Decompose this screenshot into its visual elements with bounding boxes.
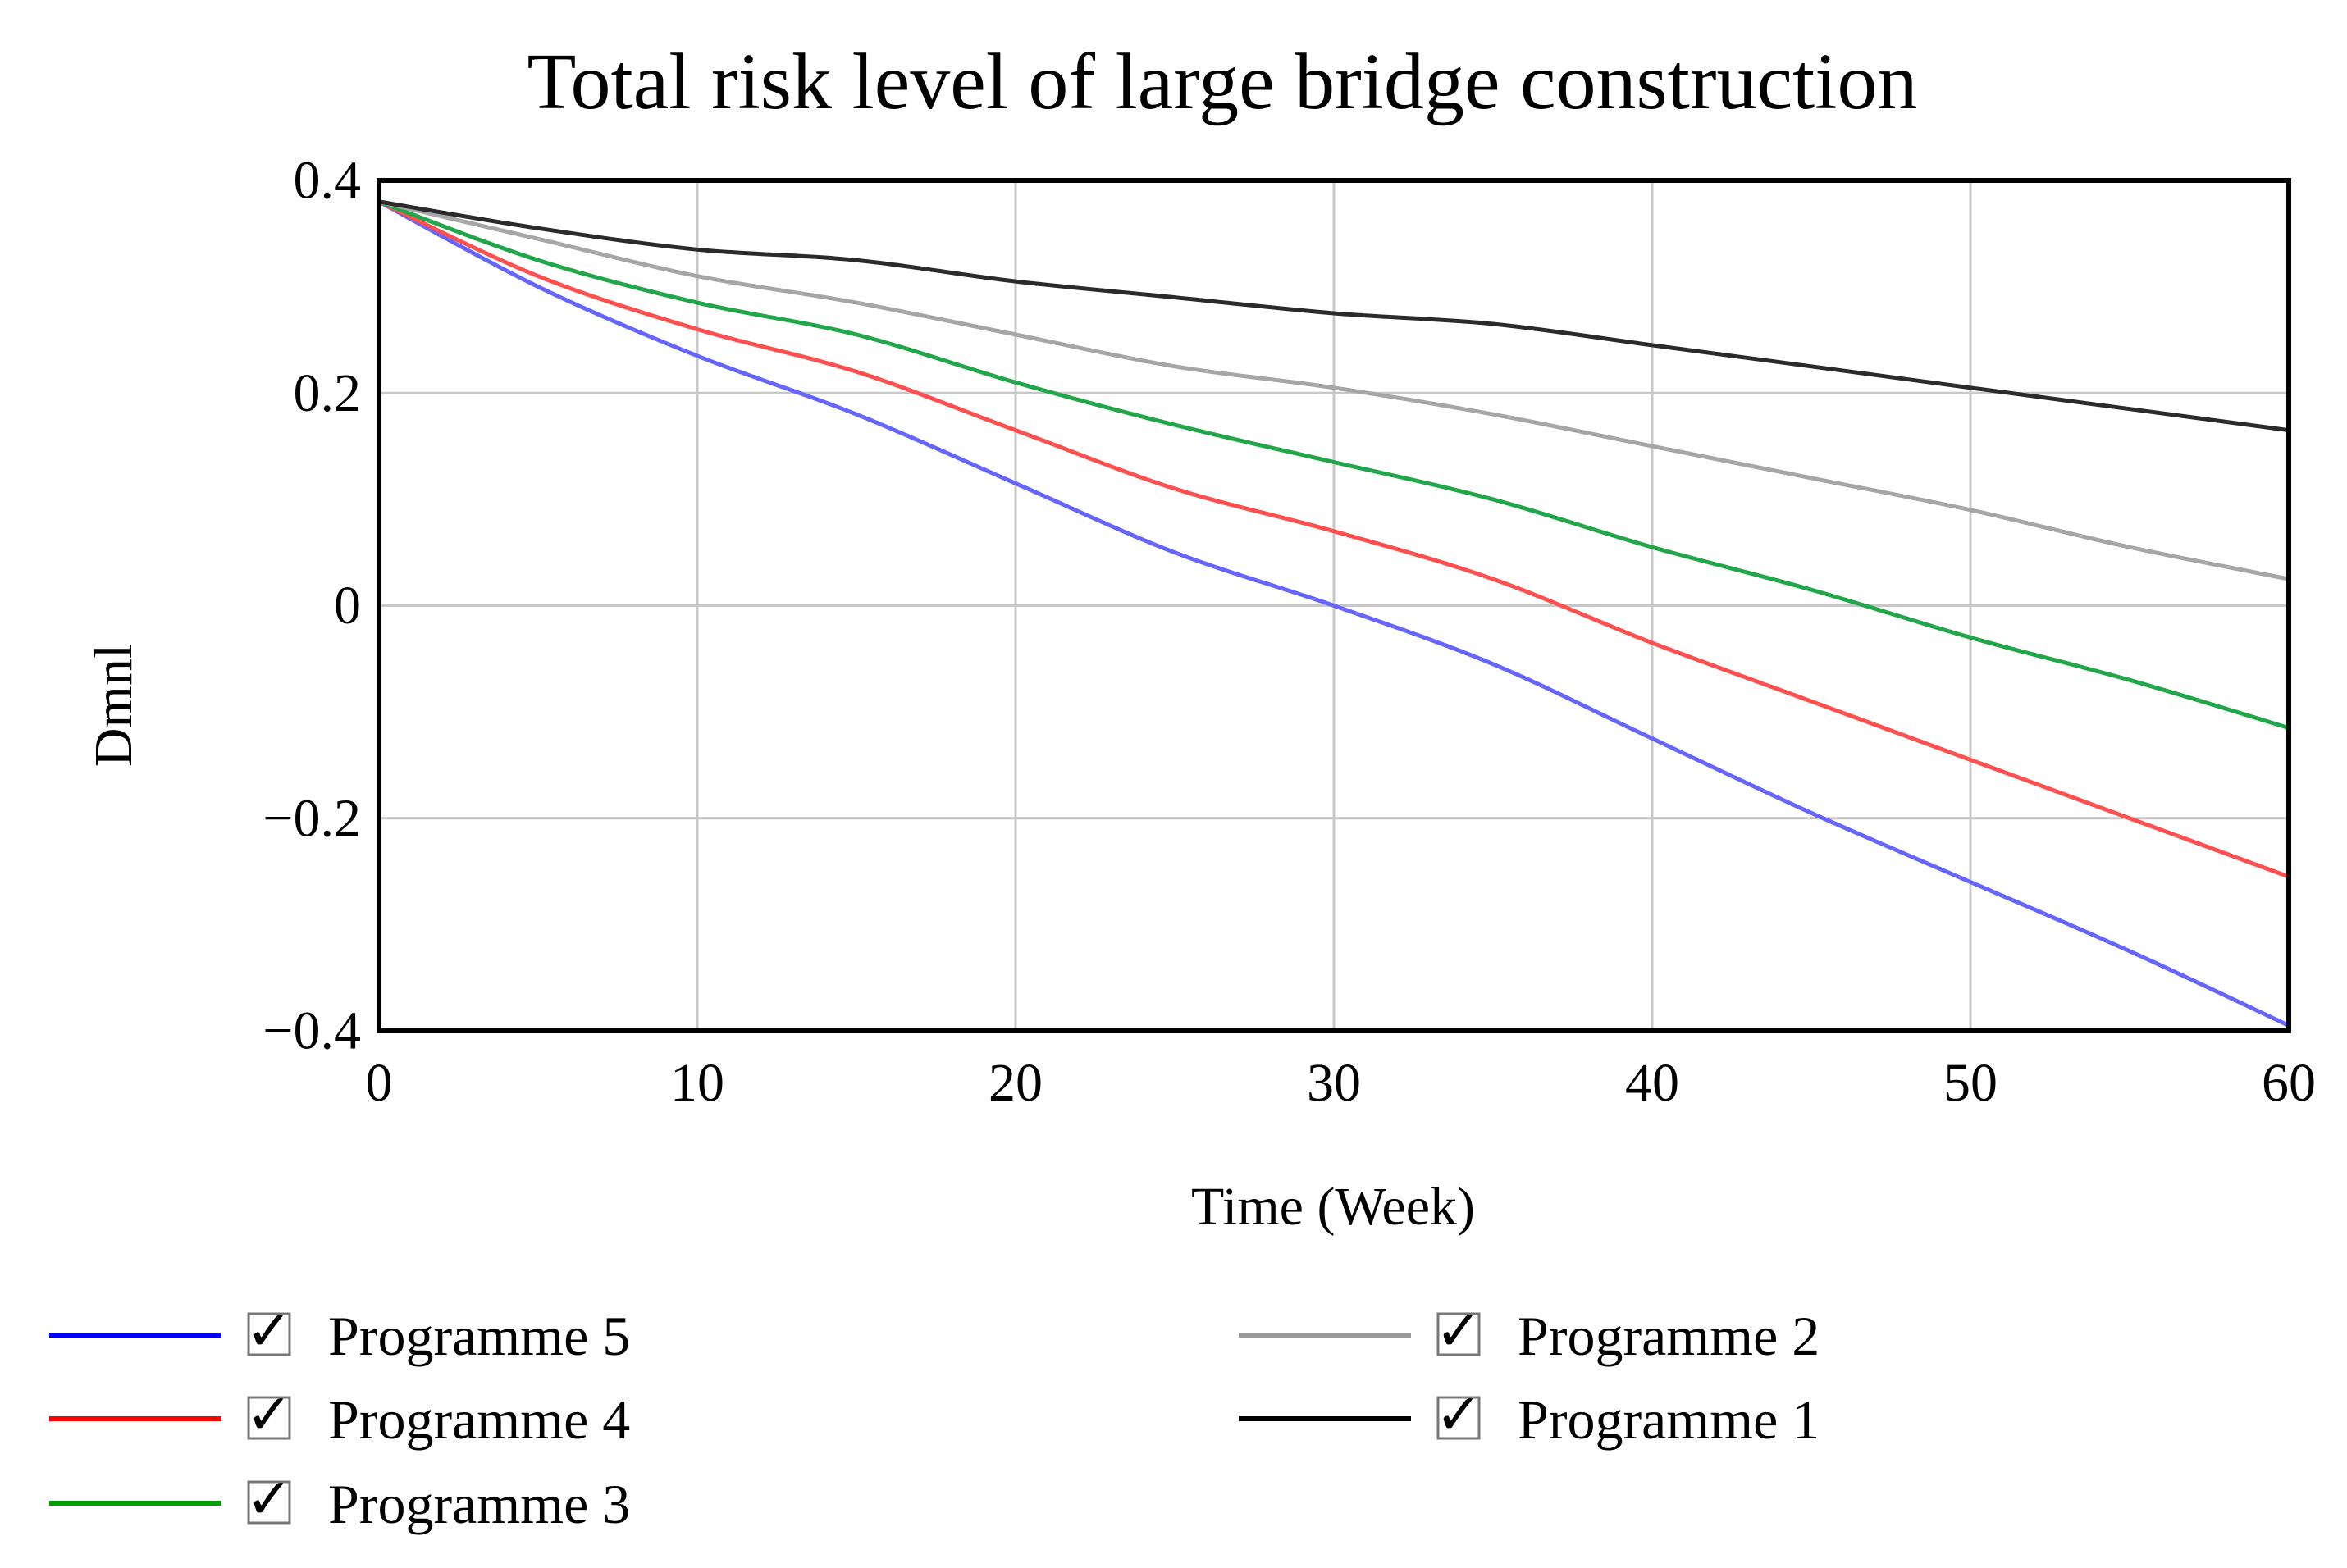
legend-checkmark-icon: ✓ (1436, 1383, 1482, 1446)
series-line-programme-5 (377, 199, 2290, 1028)
x-tick-label: 50 (1943, 1053, 1998, 1113)
series-line-programme-4 (377, 199, 2290, 879)
series-lines (377, 199, 2290, 1028)
x-tick-label: 0 (366, 1053, 393, 1113)
plot-frame (377, 178, 2291, 1033)
legend-checkbox-programme-1 (1436, 1396, 1481, 1440)
x-tick-label: 60 (2262, 1053, 2316, 1113)
legend-label-programme-4: Programme 4 (328, 1388, 630, 1451)
x-axis-ticks: 0 10 20 30 40 50 60 (366, 1053, 2317, 1113)
legend: ✓ Programme 5 ✓ Programme 2 ✓ Programme 4 ✓ Pro… (49, 1300, 1820, 1535)
legend-label-programme-2: Programme 2 (1518, 1305, 1820, 1367)
legend-label-programme-1: Programme 1 (1518, 1388, 1820, 1451)
y-tick-label: 0.2 (294, 363, 362, 423)
x-tick-label: 10 (670, 1053, 724, 1113)
legend-checkbox-programme-5 (247, 1312, 291, 1356)
legend-label-programme-5: Programme 5 (328, 1305, 630, 1367)
y-axis-label: Dmnl (84, 644, 144, 767)
y-tick-label: −0.4 (263, 1001, 361, 1061)
x-axis-label: Time (Week) (1191, 1177, 1475, 1237)
x-tick-label: 30 (1307, 1053, 1361, 1113)
legend-checkmark-icon: ✓ (246, 1468, 293, 1530)
series-line-programme-2 (378, 199, 2290, 581)
chart-title: Total risk level of large bridge constru… (527, 38, 1918, 126)
series-line-programme-1 (378, 199, 2290, 433)
x-tick-label: 20 (989, 1053, 1043, 1113)
legend-checkbox-programme-2 (1436, 1312, 1481, 1356)
legend-checkbox-programme-4 (247, 1396, 291, 1440)
y-tick-label: 0 (334, 576, 361, 636)
legend-label-programme-3: Programme 3 (328, 1473, 630, 1535)
legend-checkmark-icon: ✓ (246, 1383, 293, 1446)
y-tick-label: −0.2 (263, 788, 361, 848)
legend-checkbox-programme-3 (247, 1480, 291, 1525)
series-line-programme-3 (378, 199, 2290, 730)
x-tick-label: 40 (1625, 1053, 1679, 1113)
y-tick-label: 0.4 (294, 151, 362, 211)
legend-checkmark-icon: ✓ (1436, 1300, 1482, 1362)
legend-checkmark-icon: ✓ (246, 1300, 293, 1362)
y-axis-ticks: 0.4 0.2 0 −0.2 −0.4 (263, 151, 361, 1061)
